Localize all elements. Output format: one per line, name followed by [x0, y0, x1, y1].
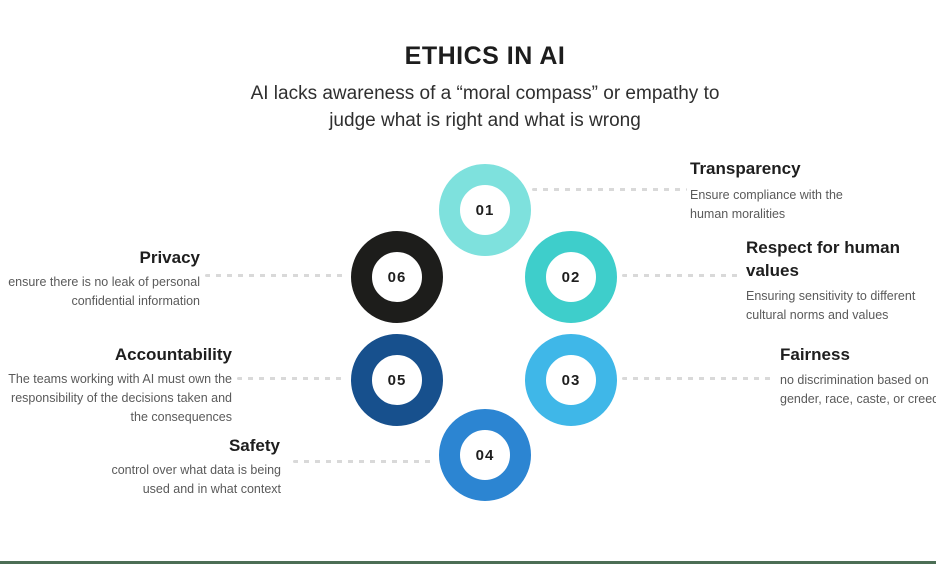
- fairness-description: no discrimination based on gender, race,…: [780, 373, 936, 406]
- circle-01-transparency: 01: [439, 164, 531, 256]
- connector-safety: [293, 460, 436, 463]
- circle-06-privacy: 06: [351, 231, 443, 323]
- circle-02-number: 02: [561, 268, 581, 286]
- privacy-description: ensure there is no leak of personal conf…: [8, 275, 200, 308]
- connector-fairness: [622, 377, 772, 380]
- page-title: ETHICS IN AI: [404, 42, 566, 70]
- bottom-divider: [0, 561, 936, 564]
- accountability-label: Accountability: [114, 345, 232, 364]
- connector-privacy: [205, 274, 345, 277]
- page-subtitle: AI lacks awareness of a “moral compass” …: [251, 80, 720, 134]
- respect-for-human-values-description: Ensuring sensitivity to different cultur…: [746, 289, 916, 322]
- circle-03-fairness: 03: [525, 334, 617, 426]
- circle-05-accountability: 05: [351, 334, 443, 426]
- circle-03-number: 03: [561, 371, 581, 389]
- safety-description: control over what data is being used and…: [111, 463, 281, 496]
- circle-06-number: 06: [387, 268, 407, 286]
- connector-transparency: [532, 188, 687, 191]
- safety-label: Safety: [228, 436, 280, 455]
- subtitle-line-1: AI lacks awareness of a “moral compass” …: [250, 83, 720, 104]
- circle-01-number: 01: [475, 201, 495, 219]
- privacy-label: Privacy: [139, 248, 201, 267]
- connector-respect-for-human-values: [622, 274, 738, 277]
- circle-04-number: 04: [475, 446, 495, 464]
- circle-04-safety: 04: [439, 409, 531, 501]
- transparency-label: Transparency: [690, 159, 801, 178]
- circle-05-number: 05: [387, 371, 407, 389]
- subtitle-line-2: judge what is right and what is wrong: [329, 110, 641, 131]
- fairness-label: Fairness: [780, 345, 850, 364]
- circle-02-respect-for-human-values: 02: [525, 231, 617, 323]
- respect-for-human-values-label: Respect for human values: [746, 238, 900, 280]
- connector-accountability: [237, 377, 345, 380]
- transparency-description: Ensure compliance with the human moralit…: [690, 188, 843, 221]
- accountability-description: The teams working with AI must own the r…: [8, 372, 232, 424]
